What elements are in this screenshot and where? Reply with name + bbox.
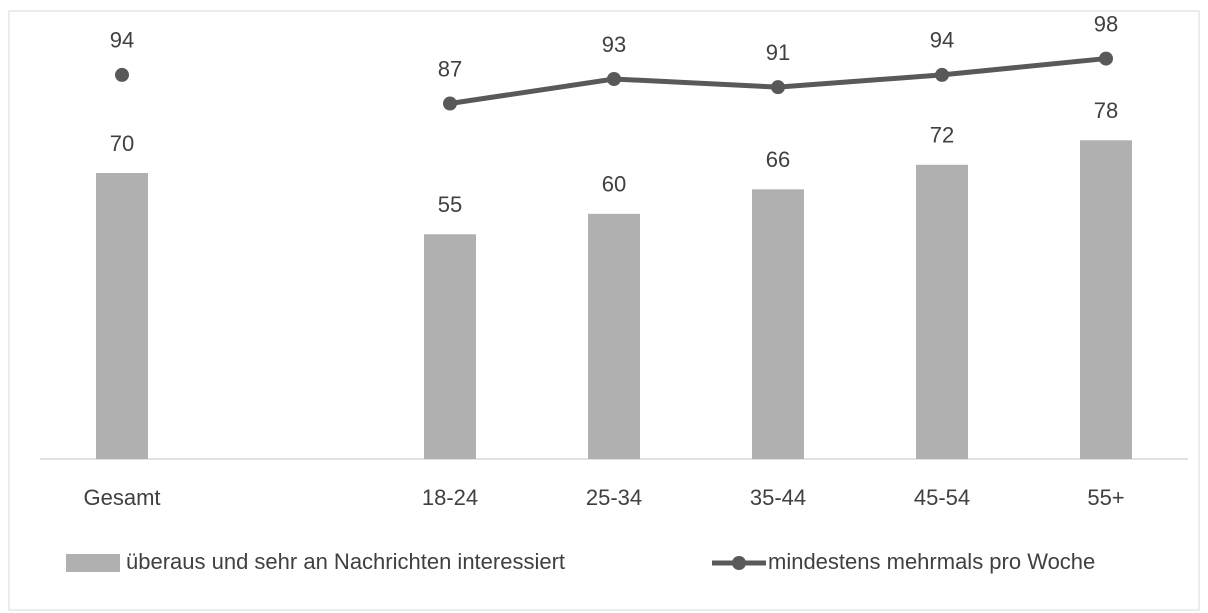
data-label: 98 <box>1094 11 1118 36</box>
x-tick-label: 45-54 <box>914 485 970 510</box>
data-label: 94 <box>930 28 954 53</box>
point <box>443 96 457 111</box>
data-label: 70 <box>110 131 134 156</box>
data-label: 87 <box>438 56 462 81</box>
x-tick-label: 55+ <box>1087 485 1124 510</box>
bar <box>916 164 968 460</box>
bar <box>752 189 804 459</box>
data-label: 66 <box>766 147 790 172</box>
legend-swatch <box>66 554 120 572</box>
legend-label: überaus und sehr an Nachrichten interess… <box>126 549 565 574</box>
data-label: 55 <box>438 192 462 217</box>
point <box>771 80 785 95</box>
chart-frame <box>8 10 1200 611</box>
data-label: 94 <box>110 28 134 53</box>
point <box>115 67 129 82</box>
legend-swatch <box>732 556 746 570</box>
data-label: 60 <box>602 172 626 197</box>
data-label: 78 <box>1094 98 1118 123</box>
legend-label: mindestens mehrmals pro Woche <box>768 549 1095 574</box>
data-label: 72 <box>930 123 954 148</box>
bar <box>588 213 640 459</box>
bar <box>424 234 476 459</box>
x-tick-label: 35-44 <box>750 485 806 510</box>
data-label: 93 <box>602 32 626 57</box>
point <box>607 72 621 87</box>
data-label: 91 <box>766 40 790 65</box>
x-tick-label: Gesamt <box>83 485 160 510</box>
point <box>1099 51 1113 66</box>
bar <box>1080 140 1132 460</box>
point <box>935 67 949 82</box>
x-tick-label: 25-34 <box>586 485 642 510</box>
x-tick-label: 18-24 <box>422 485 478 510</box>
bar <box>96 172 148 460</box>
